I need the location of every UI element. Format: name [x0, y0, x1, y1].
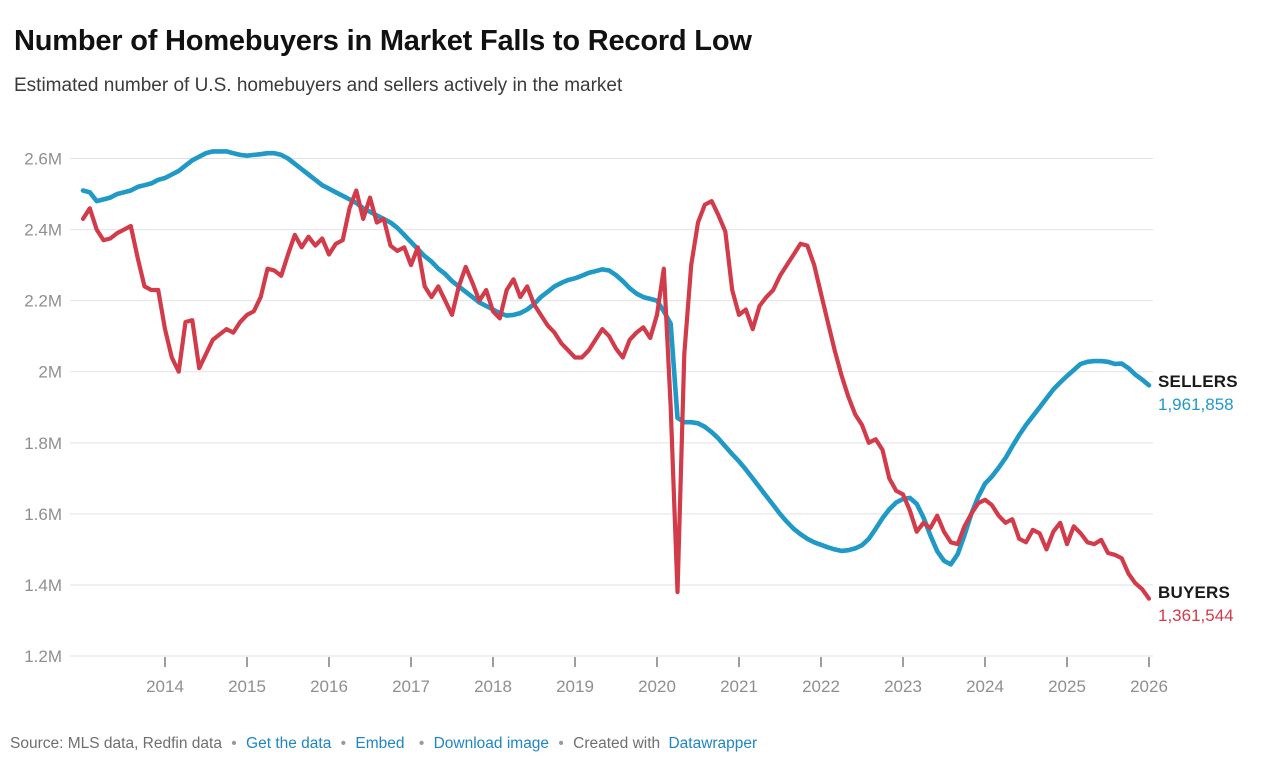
x-axis-label: 2024 [966, 677, 1004, 696]
buyers-series-value: 1,361,544 [1158, 606, 1234, 625]
x-axis-label: 2018 [474, 677, 512, 696]
y-axis-label: 1.2M [24, 647, 62, 666]
x-axis-label: 2014 [146, 677, 184, 696]
x-axis-label: 2022 [802, 677, 840, 696]
y-axis-label: 1.6M [24, 505, 62, 524]
created-with-text: Created with [573, 735, 661, 752]
x-axis-label: 2026 [1130, 677, 1168, 696]
page-title: Number of Homebuyers in Market Falls to … [14, 25, 752, 58]
source-text: Source: MLS data, Redfin data [10, 735, 222, 752]
y-axis-label: 1.4M [24, 576, 62, 595]
embed-link[interactable]: Embed [355, 735, 405, 752]
x-axis-label: 2017 [392, 677, 430, 696]
datawrapper-link[interactable]: Datawrapper [668, 735, 758, 752]
y-axis-label: 2M [38, 363, 62, 382]
x-axis-label: 2015 [228, 677, 266, 696]
page-subtitle: Estimated number of U.S. homebuyers and … [14, 75, 623, 96]
buyers-series-name: BUYERS [1158, 583, 1231, 602]
x-axis-label: 2020 [638, 677, 676, 696]
download-image-link[interactable]: Download image [433, 735, 550, 752]
x-axis-label: 2025 [1048, 677, 1086, 696]
x-axis-label: 2023 [884, 677, 922, 696]
sellers-end-label: SELLERS 1,961,858 [1158, 373, 1238, 414]
y-axis-label: 2.2M [24, 292, 62, 311]
buyers-end-label: BUYERS 1,361,544 [1158, 584, 1234, 625]
y-axis-label: 1.8M [24, 434, 62, 453]
x-axis-label: 2016 [310, 677, 348, 696]
buyers-line [80, 188, 1152, 601]
y-axis-label: 2.6M [24, 150, 62, 169]
separator-bullet: • [340, 735, 347, 752]
get-the-data-link[interactable]: Get the data [246, 735, 332, 752]
separator-bullet: • [231, 735, 237, 752]
sellers-series-name: SELLERS [1158, 372, 1238, 391]
separator-bullet: • [558, 735, 564, 752]
sellers-series-value: 1,961,858 [1158, 395, 1234, 414]
separator-bullet: • [418, 735, 425, 752]
footer: Source: MLS data, Redfin data • Get the … [10, 735, 757, 753]
y-axis-label: 2.4M [24, 221, 62, 240]
x-axis-label: 2019 [556, 677, 594, 696]
x-axis-label: 2021 [720, 677, 758, 696]
